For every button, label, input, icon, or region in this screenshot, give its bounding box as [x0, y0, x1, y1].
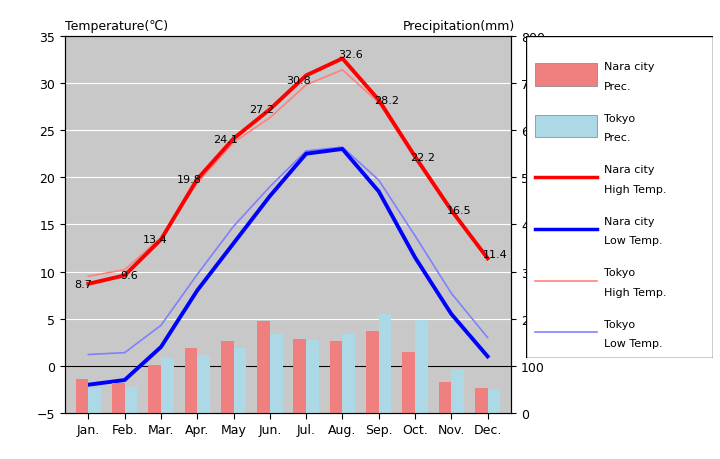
Text: Precipitation(mm): Precipitation(mm) — [403, 20, 516, 33]
Bar — [270, 334, 282, 413]
Bar — [415, 320, 428, 413]
Text: High Temp.: High Temp. — [604, 287, 667, 297]
Bar — [330, 341, 343, 413]
Text: 27.2: 27.2 — [249, 105, 274, 115]
Text: Prec.: Prec. — [604, 133, 631, 143]
Text: 11.4: 11.4 — [483, 249, 508, 259]
Bar — [233, 348, 246, 413]
Bar — [112, 383, 125, 413]
Bar — [161, 358, 174, 413]
Text: 32.6: 32.6 — [338, 50, 363, 60]
Bar — [184, 348, 197, 413]
Text: Nara city: Nara city — [604, 217, 654, 226]
Bar — [306, 341, 319, 413]
Text: Tokyo: Tokyo — [604, 319, 635, 329]
Text: Nara city: Nara city — [604, 165, 654, 175]
Bar — [402, 352, 415, 413]
Bar — [475, 389, 487, 413]
Text: Low Temp.: Low Temp. — [604, 339, 663, 348]
Text: 30.8: 30.8 — [286, 76, 310, 86]
Text: 19.8: 19.8 — [177, 175, 202, 185]
Bar — [343, 334, 355, 413]
Bar — [89, 389, 101, 413]
Text: 8.7: 8.7 — [74, 279, 92, 289]
Bar — [535, 64, 597, 86]
Bar — [197, 355, 210, 413]
Text: 28.2: 28.2 — [374, 96, 399, 106]
Bar — [257, 321, 270, 413]
Bar — [294, 339, 306, 413]
Bar — [379, 314, 392, 413]
Bar — [148, 365, 161, 413]
Text: Nara city: Nara city — [604, 62, 654, 72]
Text: 9.6: 9.6 — [120, 271, 138, 281]
Text: 16.5: 16.5 — [447, 206, 472, 216]
Bar — [487, 389, 500, 413]
Text: Low Temp.: Low Temp. — [604, 236, 663, 246]
Bar — [438, 382, 451, 413]
Text: Tokyo: Tokyo — [604, 114, 635, 123]
Text: Temperature(℃): Temperature(℃) — [65, 20, 168, 33]
Text: 13.4: 13.4 — [143, 235, 168, 245]
Text: Tokyo: Tokyo — [604, 268, 635, 278]
Bar — [535, 116, 597, 138]
Bar — [76, 379, 89, 413]
Text: Prec.: Prec. — [604, 82, 631, 91]
Bar — [366, 331, 379, 413]
Text: 22.2: 22.2 — [410, 152, 436, 162]
Text: 24.1: 24.1 — [213, 134, 238, 144]
Bar — [451, 369, 464, 413]
Bar — [221, 341, 233, 413]
Bar — [125, 387, 138, 413]
Text: High Temp.: High Temp. — [604, 185, 667, 194]
